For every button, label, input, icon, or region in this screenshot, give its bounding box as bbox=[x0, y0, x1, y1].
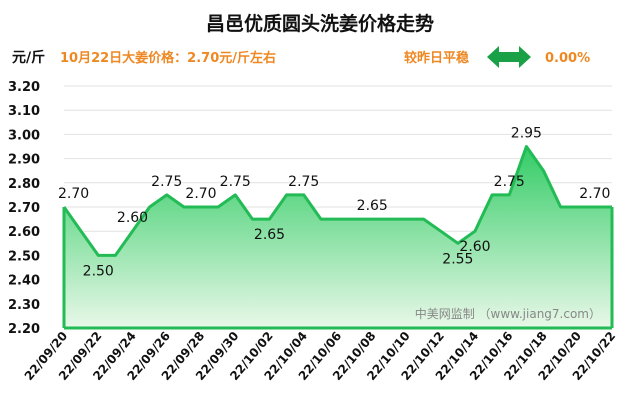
x-axis-ticks: 22/09/2022/09/2222/09/2422/09/2622/09/28… bbox=[22, 329, 619, 383]
y-tick-label: 2.50 bbox=[8, 249, 40, 264]
y-axis-ticks: 2.20 2.30 2.40 2.50 2.60 2.70 2.80 2.90 3.00 3.10… bbox=[8, 80, 40, 337]
data-label: 2.50 bbox=[83, 263, 114, 279]
data-label: 2.70 bbox=[185, 186, 216, 202]
chart-title: 昌邑优质圆头洗姜价格走势 bbox=[206, 12, 434, 35]
data-label: 2.95 bbox=[511, 126, 542, 142]
change-percent: 0.00% bbox=[545, 51, 590, 66]
data-label: 2.70 bbox=[579, 186, 610, 202]
price-line bbox=[62, 145, 612, 257]
data-label: 2.75 bbox=[494, 174, 525, 190]
data-label: 2.60 bbox=[117, 210, 148, 226]
data-label: 2.65 bbox=[254, 227, 285, 243]
y-tick-label: 2.60 bbox=[8, 225, 40, 240]
data-label: 2.75 bbox=[220, 174, 251, 190]
y-tick-label: 3.00 bbox=[8, 128, 40, 143]
data-label: 2.55 bbox=[442, 251, 473, 267]
price-area bbox=[62, 145, 614, 330]
y-tick-label: 2.20 bbox=[8, 322, 40, 337]
data-label: 2.75 bbox=[288, 174, 319, 190]
watermark-text: 中美网监制 （www.jiang7.com） bbox=[415, 306, 601, 321]
y-tick-label: 2.80 bbox=[8, 177, 40, 192]
data-label: 2.75 bbox=[151, 174, 182, 190]
y-unit-label: 元/斤 bbox=[12, 49, 45, 66]
price-info-text: 10月22日大姜价格：2.70元/斤左右 bbox=[60, 50, 276, 66]
data-label: 2.70 bbox=[58, 186, 89, 202]
data-label: 2.60 bbox=[459, 239, 490, 255]
y-tick-label: 3.10 bbox=[8, 104, 40, 119]
data-labels: 2.702.502.602.752.702.752.652.752.652.55… bbox=[58, 126, 610, 280]
y-tick-label: 2.40 bbox=[8, 274, 40, 289]
y-tick-label: 2.30 bbox=[8, 298, 40, 313]
y-tick-label: 3.20 bbox=[8, 80, 40, 95]
change-text: 较昨日平稳 bbox=[404, 50, 469, 66]
price-area-fill bbox=[64, 146, 612, 328]
y-tick-label: 2.90 bbox=[8, 153, 40, 168]
double-arrow-icon bbox=[487, 46, 531, 68]
data-label: 2.65 bbox=[357, 198, 388, 214]
y-tick-label: 2.70 bbox=[8, 201, 40, 216]
